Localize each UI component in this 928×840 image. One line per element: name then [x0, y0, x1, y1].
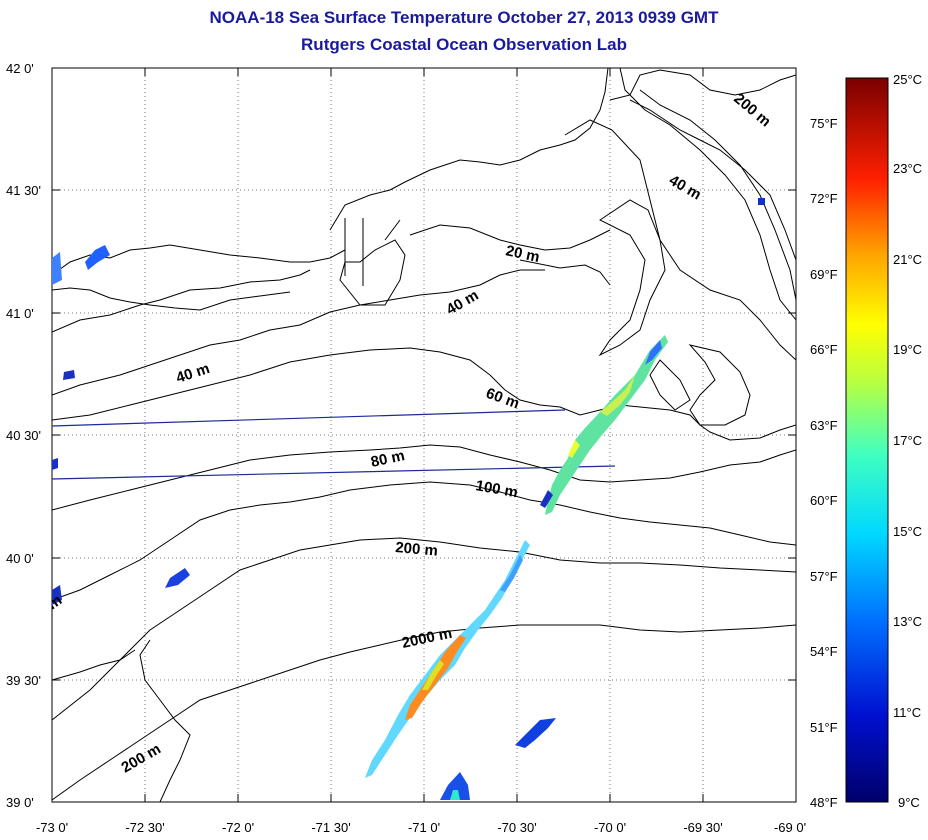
lat-label: 41 0' — [6, 306, 34, 321]
fahrenheit-label: 75°F — [810, 116, 838, 131]
fahrenheit-label: 54°F — [810, 644, 838, 659]
latitude-axis: 42 0' 41 30' 41 0' 40 30' 40 0' 39 30' 3… — [6, 61, 41, 810]
celsius-label: 13°C — [893, 614, 922, 629]
lon-label: -73 0' — [36, 820, 68, 835]
lon-label: -71 0' — [408, 820, 440, 835]
fahrenheit-label: 69°F — [810, 267, 838, 282]
lon-label: -72 0' — [222, 820, 254, 835]
colorbar — [845, 77, 889, 803]
colorbar-fahrenheit-labels: 75°F 72°F 69°F 66°F 63°F 60°F 57°F 54°F … — [810, 116, 838, 810]
lat-label: 40 30' — [6, 428, 41, 443]
celsius-label: 21°C — [893, 252, 922, 267]
lat-label: 42 0' — [6, 61, 34, 76]
lon-label: -69 0' — [774, 820, 806, 835]
contour-label-20m: 20 m — [504, 242, 541, 266]
lat-label: 40 0' — [6, 551, 34, 566]
lon-label: -70 30' — [497, 820, 536, 835]
fahrenheit-label: 60°F — [810, 493, 838, 508]
celsius-label: 19°C — [893, 342, 922, 357]
contour-label-200m-center: 200 m — [395, 539, 439, 560]
map-subtitle: Rutgers Coastal Ocean Observation Lab — [301, 35, 627, 54]
lon-label: -69 30' — [683, 820, 722, 835]
celsius-label: 15°C — [893, 524, 922, 539]
lat-label: 39 0' — [6, 795, 34, 810]
axis-ticks — [52, 67, 796, 803]
fahrenheit-label: 72°F — [810, 191, 838, 206]
celsius-label: 9°C — [898, 795, 920, 810]
lat-label: 41 30' — [6, 183, 41, 198]
map-title: NOAA-18 Sea Surface Temperature October … — [209, 8, 719, 27]
fahrenheit-label: 51°F — [810, 720, 838, 735]
fahrenheit-label: 63°F — [810, 418, 838, 433]
celsius-label: 23°C — [893, 161, 922, 176]
celsius-label: 17°C — [893, 433, 922, 448]
lat-label: 39 30' — [6, 673, 41, 688]
sst-data-swaths — [52, 198, 765, 800]
contour-label-80m: 80 m — [369, 447, 406, 471]
lon-label: -71 30' — [311, 820, 350, 835]
colorbar-celsius-labels: 25°C 23°C 21°C 19°C 17°C 15°C 13°C 11°C … — [893, 72, 922, 810]
celsius-label: 11°C — [893, 705, 921, 720]
depth-contours — [52, 269, 796, 802]
track-lines — [52, 409, 616, 480]
fahrenheit-label: 48°F — [810, 795, 838, 810]
celsius-label: 25°C — [893, 72, 922, 87]
lon-label: -70 0' — [594, 820, 626, 835]
fahrenheit-label: 66°F — [810, 342, 838, 357]
lon-label: -72 30' — [125, 820, 164, 835]
fahrenheit-label: 57°F — [810, 569, 838, 584]
longitude-axis: -73 0' -72 30' -72 0' -71 30' -71 0' -70… — [36, 820, 806, 835]
